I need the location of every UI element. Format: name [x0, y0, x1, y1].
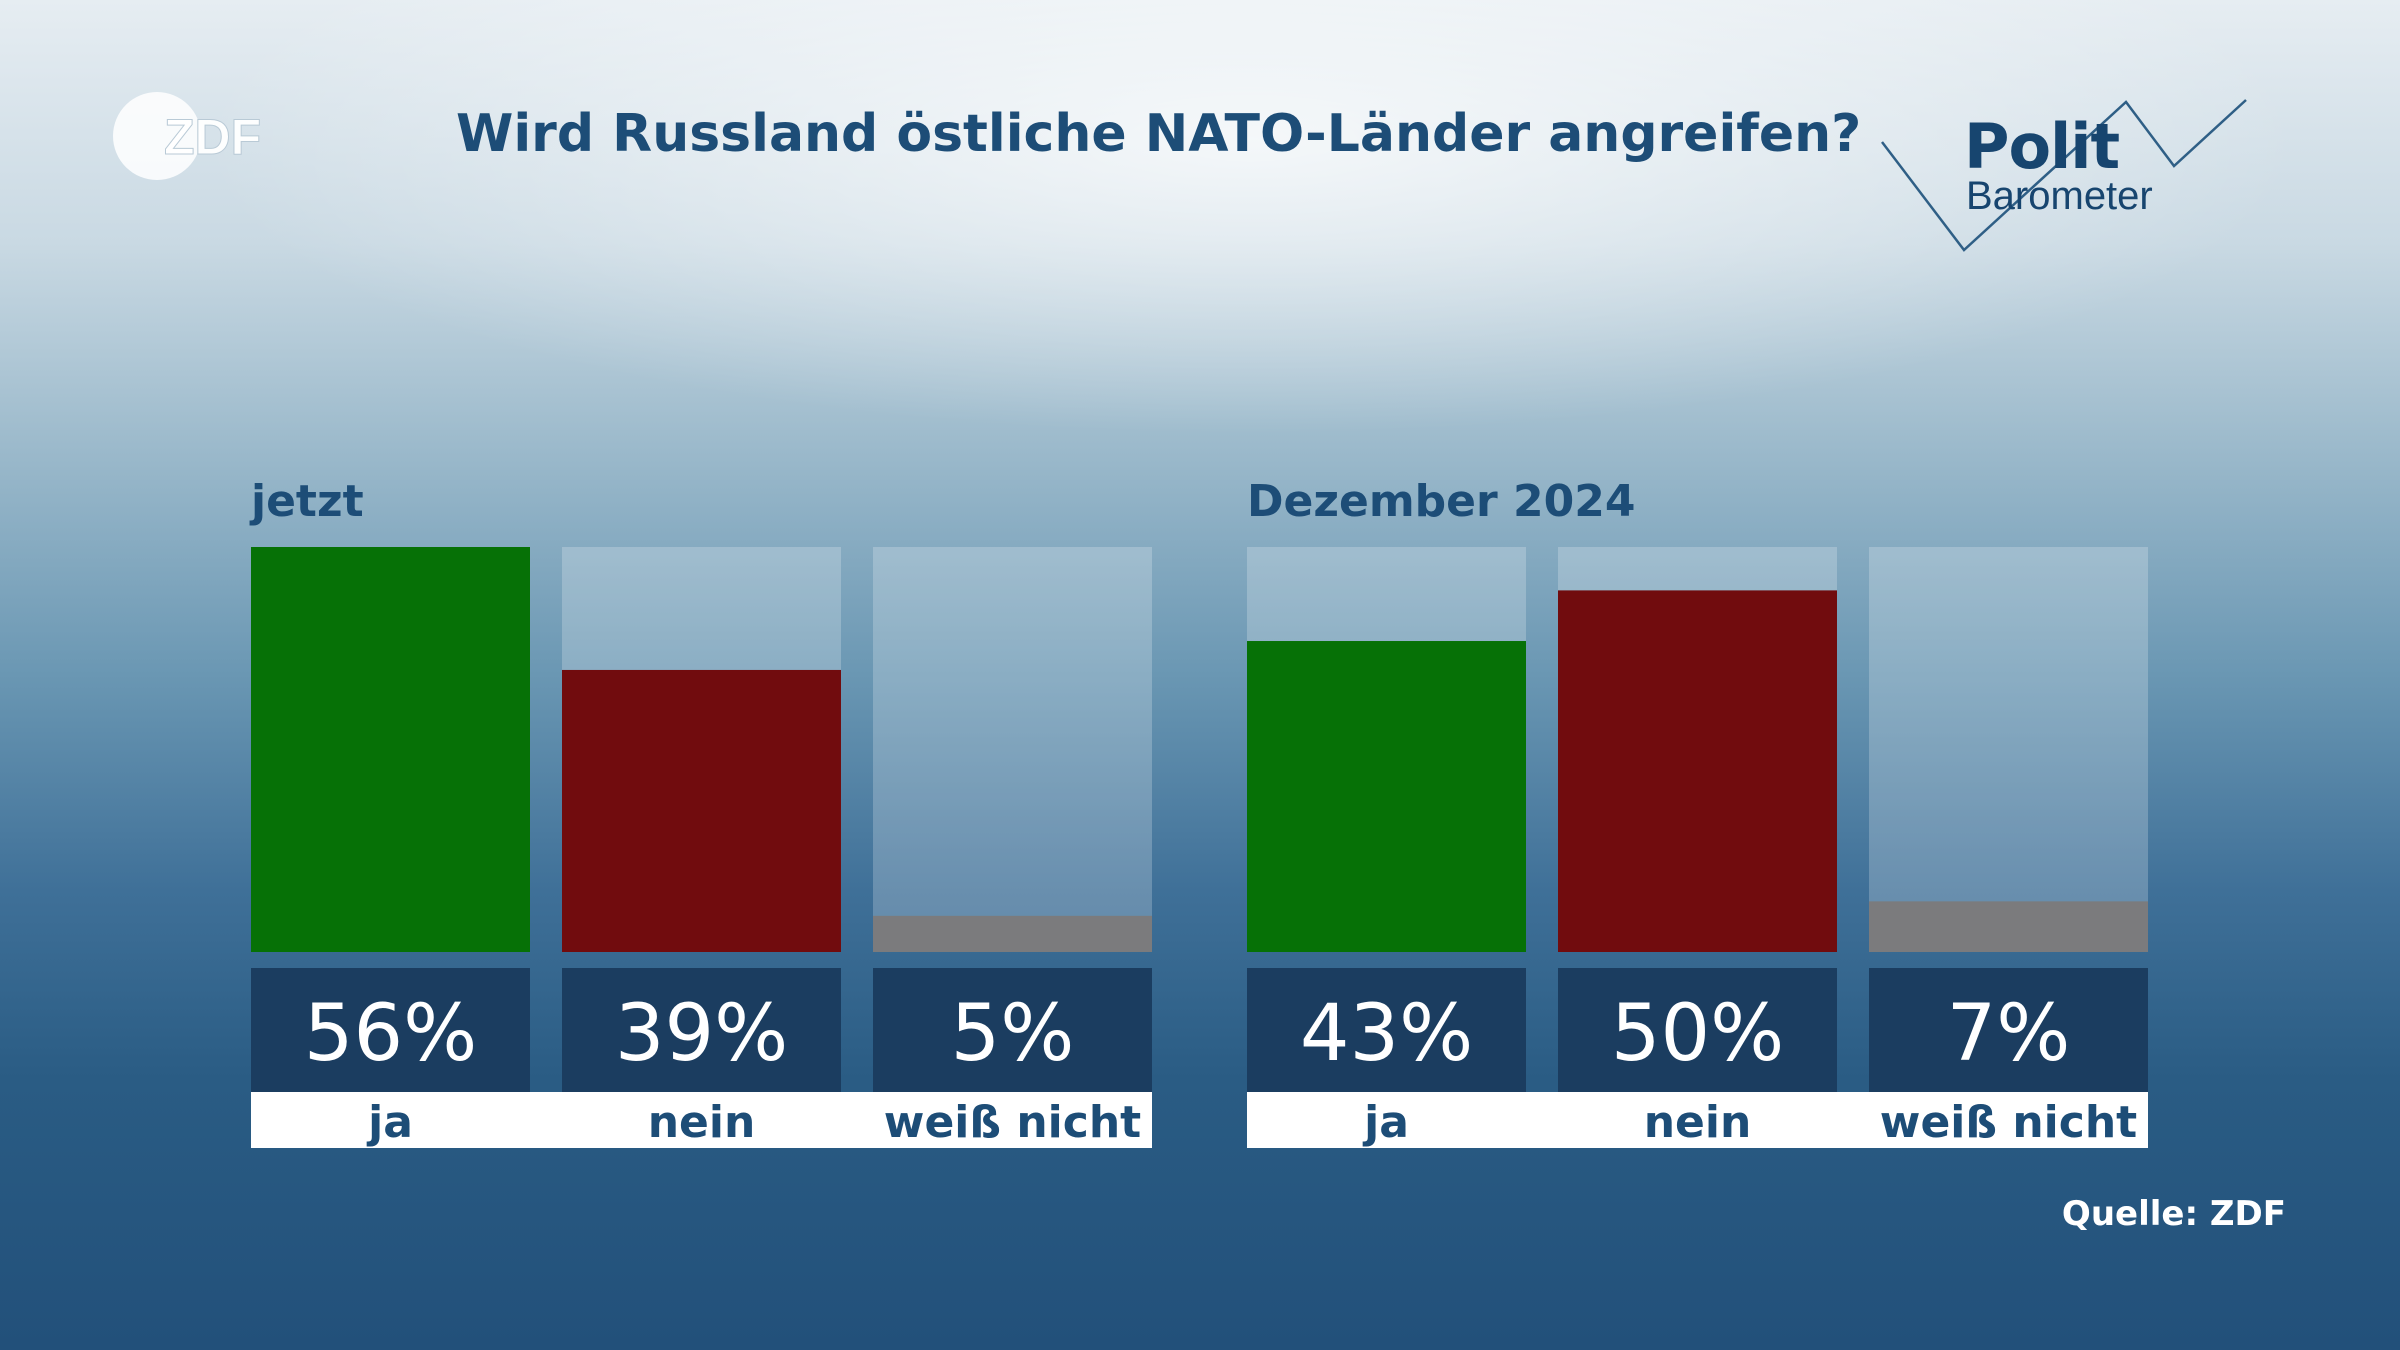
- value-label-box: [1558, 968, 1837, 1092]
- data-label: 56%: [304, 989, 477, 1079]
- value-label-box: [251, 968, 530, 1092]
- bar-ja-dezember-2024: [1247, 641, 1526, 952]
- category-strip: [1247, 1092, 2148, 1148]
- data-label: 43%: [1300, 989, 1473, 1079]
- category-label: nein: [648, 1097, 756, 1148]
- bar-ja-jetzt: [251, 547, 530, 952]
- data-label: 39%: [615, 989, 788, 1079]
- group-label-dezember-2024: Dezember 2024: [1247, 476, 1636, 527]
- data-label: 5%: [951, 989, 1075, 1079]
- value-label-box: [873, 968, 1152, 1092]
- data-label: 7%: [1947, 989, 2071, 1079]
- zdf-logo-text: ZDF: [164, 109, 261, 165]
- category-label: nein: [1644, 1097, 1752, 1148]
- category-label: ja: [366, 1097, 413, 1148]
- bar-weiss-nicht-jetzt: [873, 915, 1152, 952]
- group-label-jetzt: jetzt: [251, 476, 364, 527]
- politbarometer-word-polit: Polit: [1964, 110, 2120, 183]
- category-strip: [251, 1092, 1152, 1148]
- value-label-box: [1247, 968, 1526, 1092]
- data-label: 50%: [1611, 989, 1784, 1079]
- zdf-logo: ZDF: [113, 92, 262, 180]
- politbarometer-logo: Polit Barometer: [1878, 92, 2248, 262]
- bar-nein-dezember-2024: [1558, 590, 1837, 952]
- bar-track: [1869, 547, 2148, 952]
- politbarometer-line-icon: [1881, 99, 2247, 252]
- chart-title: Wird Russland östliche NATO-Länder angre…: [456, 104, 1862, 164]
- bar-weiss-nicht-dezember-2024: [1869, 901, 2148, 952]
- bar-nein-jetzt: [562, 669, 841, 952]
- source-note: Quelle: ZDF: [2061, 1194, 2286, 1234]
- category-label: weiß nicht: [884, 1097, 1141, 1148]
- category-label: ja: [1362, 1097, 1409, 1148]
- bar-track: [873, 547, 1152, 952]
- category-label: weiß nicht: [1880, 1097, 2137, 1148]
- value-label-box: [1869, 968, 2148, 1092]
- value-label-box: [562, 968, 841, 1092]
- politbarometer-word-barometer: Barometer: [1966, 174, 2153, 218]
